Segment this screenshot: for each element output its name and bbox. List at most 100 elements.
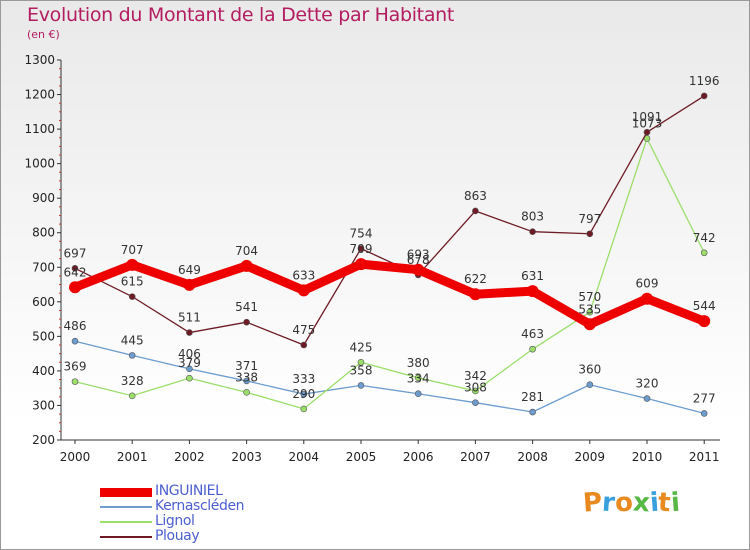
legend-swatch xyxy=(100,487,152,497)
data-point xyxy=(300,405,308,413)
data-label: 1073 xyxy=(632,116,663,130)
data-point xyxy=(183,278,196,291)
data-label: 290 xyxy=(292,387,315,401)
data-point xyxy=(469,288,482,301)
data-point xyxy=(643,395,651,402)
data-label: 369 xyxy=(64,360,87,374)
data-label: 863 xyxy=(464,189,487,203)
data-label: 358 xyxy=(350,363,373,377)
data-label: 380 xyxy=(407,356,430,370)
data-label: 704 xyxy=(235,244,258,258)
data-point xyxy=(583,318,596,331)
data-point xyxy=(586,230,594,238)
data-point xyxy=(243,389,250,396)
data-label: 622 xyxy=(464,272,487,286)
data-point xyxy=(586,308,594,316)
y-tick-label: 800 xyxy=(32,226,55,240)
legend-label: Plouay xyxy=(155,528,200,544)
data-label: 338 xyxy=(235,370,258,384)
data-label: 308 xyxy=(464,381,487,395)
data-point xyxy=(357,245,365,252)
data-label: 486 xyxy=(64,319,87,333)
data-point xyxy=(472,387,479,395)
data-point xyxy=(700,410,708,417)
data-label: 697 xyxy=(64,246,87,260)
data-label: 803 xyxy=(521,210,544,224)
data-label: 371 xyxy=(235,359,258,373)
data-point xyxy=(529,228,536,235)
legend-swatch xyxy=(100,536,152,538)
data-label: 360 xyxy=(578,363,601,377)
y-tick-label: 1300 xyxy=(24,53,55,67)
data-label: 277 xyxy=(693,391,716,405)
y-tick-label: 300 xyxy=(32,398,55,412)
data-label: 342 xyxy=(464,369,487,383)
y-tick-label: 500 xyxy=(32,329,55,343)
data-label: 570 xyxy=(578,290,601,304)
data-point xyxy=(586,381,594,389)
x-tick-label: 2006 xyxy=(403,450,434,464)
data-label: 797 xyxy=(578,212,601,226)
legend-label: Kernascléden xyxy=(155,498,245,514)
data-label: 631 xyxy=(521,269,544,283)
x-tick-label: 2008 xyxy=(517,450,548,464)
data-label: 334 xyxy=(407,372,430,386)
y-axis-unit: (en €) xyxy=(27,28,60,41)
data-label: 678 xyxy=(407,253,430,267)
data-point xyxy=(128,392,136,400)
data-label: 406 xyxy=(178,347,201,361)
data-point xyxy=(128,293,136,300)
data-label: 609 xyxy=(636,277,659,291)
y-tick-label: 200 xyxy=(32,433,55,447)
x-tick-label: 2001 xyxy=(117,450,148,464)
data-label: 463 xyxy=(521,327,544,341)
data-point xyxy=(243,318,250,326)
data-label: 425 xyxy=(350,340,373,354)
data-label: 642 xyxy=(64,265,87,279)
data-point xyxy=(300,390,308,398)
chart-title: Evolution du Montant de la Dette par Hab… xyxy=(27,4,455,26)
data-label: 754 xyxy=(350,227,373,241)
data-point xyxy=(297,284,310,297)
data-point xyxy=(414,390,422,398)
y-tick-label: 400 xyxy=(32,364,55,378)
data-point xyxy=(472,399,479,406)
data-point xyxy=(641,292,653,305)
series-line-kernasclden xyxy=(74,340,705,415)
data-label: 1196 xyxy=(689,74,720,88)
data-label: 633 xyxy=(292,268,315,282)
data-label: 707 xyxy=(121,243,144,257)
data-label: 615 xyxy=(121,275,144,289)
data-point xyxy=(240,259,253,272)
data-point xyxy=(186,329,193,336)
data-point xyxy=(414,374,422,382)
data-label: 742 xyxy=(693,231,716,245)
data-point xyxy=(472,207,479,215)
data-label: 320 xyxy=(636,377,659,391)
series-line-plouay xyxy=(74,95,705,346)
data-point xyxy=(186,374,193,382)
data-point xyxy=(529,345,536,353)
x-tick-label: 2002 xyxy=(174,450,205,464)
data-label: 445 xyxy=(121,333,144,347)
y-tick-label: 900 xyxy=(32,191,55,205)
x-tick-label: 2011 xyxy=(689,450,720,464)
series-line-inguiniel xyxy=(70,259,709,329)
data-label: 693 xyxy=(407,248,430,262)
data-point xyxy=(126,258,139,271)
data-label: 709 xyxy=(350,242,373,256)
x-tick-label: 2004 xyxy=(289,450,320,464)
x-tick-label: 2000 xyxy=(60,450,91,464)
data-point xyxy=(700,92,708,100)
data-point xyxy=(300,341,308,349)
series-line-lignol xyxy=(74,137,705,410)
x-tick-label: 2010 xyxy=(632,450,663,464)
data-label: 541 xyxy=(235,300,258,314)
legend-swatch xyxy=(100,521,152,523)
y-tick-label: 1100 xyxy=(24,122,55,136)
y-tick-label: 1200 xyxy=(24,88,55,102)
data-point xyxy=(128,352,136,359)
data-point xyxy=(526,285,539,298)
